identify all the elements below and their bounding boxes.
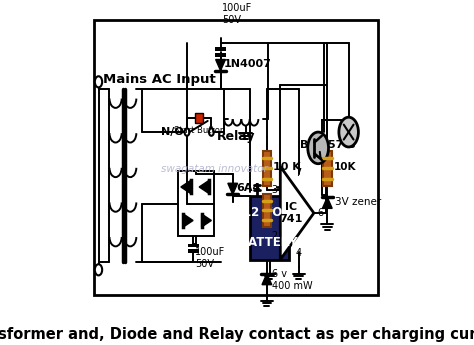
Bar xyxy=(178,171,214,236)
Circle shape xyxy=(209,128,214,136)
Text: 4: 4 xyxy=(296,248,301,258)
Polygon shape xyxy=(216,59,226,71)
Text: Start Button: Start Button xyxy=(173,126,225,135)
Circle shape xyxy=(339,117,358,147)
Bar xyxy=(215,47,226,51)
Text: 7: 7 xyxy=(295,168,302,178)
Bar xyxy=(263,195,271,227)
Text: Transformer and, Diode and Relay contact as per charging current: Transformer and, Diode and Relay contact… xyxy=(0,327,474,343)
Bar xyxy=(188,249,199,253)
Bar xyxy=(195,114,203,123)
Circle shape xyxy=(308,132,328,164)
Text: 6A4: 6A4 xyxy=(236,183,260,193)
Text: 2: 2 xyxy=(272,231,278,241)
Polygon shape xyxy=(280,167,314,259)
Text: swagatam innovator: swagatam innovator xyxy=(161,164,268,174)
Text: 3: 3 xyxy=(272,185,278,195)
Text: 100uF
50V: 100uF 50V xyxy=(195,247,225,269)
Bar xyxy=(250,196,290,259)
Text: 6 v
400 mW: 6 v 400 mW xyxy=(272,269,312,291)
Bar xyxy=(323,151,332,186)
Text: 6: 6 xyxy=(317,208,323,218)
Text: IC
741: IC 741 xyxy=(280,202,303,224)
Text: 1N4007: 1N4007 xyxy=(224,59,272,69)
Text: BC 557 B: BC 557 B xyxy=(300,140,356,150)
Text: N/O: N/O xyxy=(161,127,184,137)
Bar xyxy=(263,151,271,186)
Text: 12 VOLT

BATTERY: 12 VOLT BATTERY xyxy=(240,206,299,249)
Text: Mains AC Input: Mains AC Input xyxy=(103,73,216,87)
Bar xyxy=(188,244,199,247)
Polygon shape xyxy=(181,180,191,194)
Circle shape xyxy=(95,264,102,275)
Polygon shape xyxy=(228,183,237,195)
Bar xyxy=(94,20,378,295)
Polygon shape xyxy=(183,214,193,227)
Bar xyxy=(215,53,226,57)
Polygon shape xyxy=(262,274,272,285)
Polygon shape xyxy=(201,214,211,227)
Text: 100uF
50V: 100uF 50V xyxy=(222,3,253,25)
Text: Relay: Relay xyxy=(217,130,255,143)
Circle shape xyxy=(184,128,190,136)
Text: 3V zener: 3V zener xyxy=(335,197,381,207)
Text: 10 K: 10 K xyxy=(273,162,301,172)
Polygon shape xyxy=(322,197,332,208)
Text: 10K: 10K xyxy=(333,162,356,172)
Polygon shape xyxy=(199,180,209,194)
Circle shape xyxy=(95,76,102,87)
